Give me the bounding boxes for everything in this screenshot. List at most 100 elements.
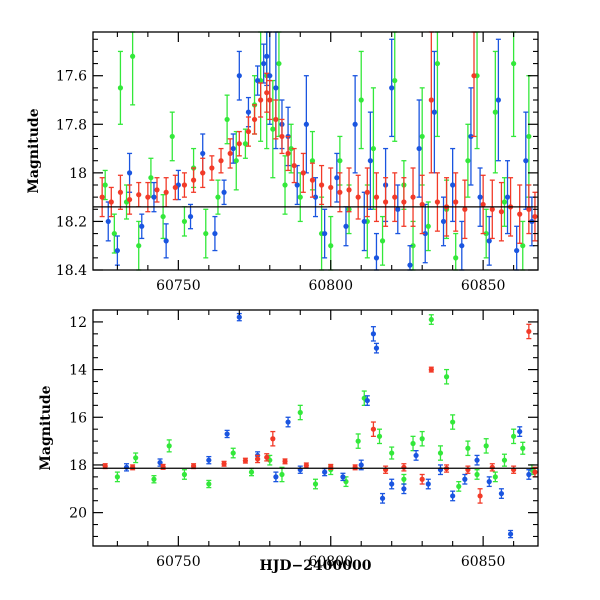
panel0-red-point-44 bbox=[471, 31, 477, 138]
panel1-blue-point-13 bbox=[370, 326, 377, 342]
panel1-red-point-9 bbox=[282, 458, 288, 465]
panel1-blue-point-0 bbox=[123, 463, 130, 472]
panel0-green-point-15 bbox=[242, 128, 248, 159]
panel1-red-point-6 bbox=[254, 454, 261, 464]
panel0-blue-point-27 bbox=[352, 75, 358, 174]
panel0-red-point-1 bbox=[108, 186, 114, 218]
panel1-red-point-4 bbox=[221, 460, 227, 467]
panel0-red-point-50 bbox=[526, 184, 532, 235]
panel0-red-point-43 bbox=[462, 179, 468, 240]
panel0-blue-point-10 bbox=[221, 179, 227, 206]
panel1-red-point-20 bbox=[477, 488, 483, 504]
panel1-green-point-26 bbox=[465, 440, 471, 457]
panel1-red-point-15 bbox=[401, 463, 407, 472]
panel1-green-point-22 bbox=[437, 445, 444, 461]
panel1-blue-point-7 bbox=[285, 416, 291, 428]
panel1-red-point-8 bbox=[270, 430, 276, 447]
top-panel-data bbox=[99, 31, 538, 271]
panel1-green-point-21 bbox=[428, 314, 434, 325]
panel0-red-point-13 bbox=[218, 147, 224, 174]
panel0-green-point-36 bbox=[419, 87, 425, 186]
panel0-red-point-10 bbox=[190, 167, 197, 193]
panel0-blue-point-35 bbox=[416, 99, 422, 198]
panel0-red-point-34 bbox=[383, 177, 389, 227]
panel0-blue-point-3 bbox=[139, 213, 145, 240]
panel0-blue-point-33 bbox=[395, 184, 401, 235]
panel0-green-point-4 bbox=[130, 31, 136, 106]
panel1-red-point-12 bbox=[352, 464, 358, 471]
top-panel-frame bbox=[92, 31, 539, 271]
panel1-green-point-25 bbox=[456, 480, 462, 492]
panel0-green-point-21 bbox=[282, 155, 288, 215]
panel1-red-point-10 bbox=[303, 462, 309, 469]
bottom-panel-y-axis-label: Magnitude bbox=[38, 385, 54, 470]
panel0-green-point-1 bbox=[111, 213, 117, 254]
panel1-blue-point-28 bbox=[526, 469, 532, 480]
panel1-red-point-5 bbox=[242, 457, 248, 464]
panel1-green-point-28 bbox=[483, 438, 489, 454]
panel0-red-point-25 bbox=[300, 152, 306, 193]
panel0-blue-point-25 bbox=[334, 152, 340, 203]
panel1-green-point-0 bbox=[114, 471, 120, 483]
panel0-red-point-26 bbox=[309, 162, 316, 198]
panel1-green-point-15 bbox=[361, 390, 367, 407]
panel0-green-point-46 bbox=[511, 31, 517, 138]
panel0-green-point-41 bbox=[465, 123, 471, 198]
panel0-green-point-29 bbox=[358, 50, 364, 150]
panel0-green-point-11 bbox=[203, 208, 209, 259]
panel0-red-point-32 bbox=[364, 167, 370, 218]
panel1-green-point-3 bbox=[166, 439, 172, 453]
bottom-panel: 60750 60800 60850 12 14 16 18 20 Magnitude HJD−… bbox=[38, 309, 539, 574]
panel0-blue-point-40 bbox=[459, 220, 465, 271]
panel1-blue-point-24 bbox=[486, 476, 492, 488]
panel0-blue-point-22 bbox=[303, 75, 309, 174]
top-panel: 60750 60800 60850 17.6 17.8 18 18.2 18.4 Magnit… bbox=[26, 31, 539, 294]
panel1-blue-point-18 bbox=[413, 449, 419, 461]
panel1-blue-point-22 bbox=[462, 473, 468, 485]
panel1-green-point-10 bbox=[297, 404, 303, 421]
panel0-red-point-45 bbox=[480, 174, 486, 235]
panel0-green-point-38 bbox=[434, 31, 441, 138]
panel0-green-point-31 bbox=[370, 87, 377, 210]
panel0-blue-point-26 bbox=[343, 206, 349, 247]
bottom-panel-ticks bbox=[93, 309, 538, 546]
panel0-blue-point-7 bbox=[187, 203, 194, 230]
panel0-red-point-38 bbox=[419, 174, 425, 235]
panel0-red-point-49 bbox=[517, 184, 523, 244]
panel0-blue-point-47 bbox=[523, 111, 529, 210]
y-tick-label: 17.8 bbox=[56, 117, 87, 133]
panel0-green-point-22 bbox=[288, 123, 294, 174]
panel0-blue-point-38 bbox=[440, 196, 447, 247]
panel1-green-point-4 bbox=[181, 469, 188, 480]
panel0-blue-point-34 bbox=[407, 245, 413, 271]
panel1-green-point-32 bbox=[520, 441, 526, 455]
panel0-green-point-37 bbox=[425, 201, 431, 252]
panel0-red-point-46 bbox=[489, 179, 495, 240]
panel0-green-point-40 bbox=[453, 232, 459, 271]
panel0-blue-point-11 bbox=[230, 133, 236, 164]
panel1-red-point-21 bbox=[489, 463, 495, 472]
panel0-red-point-19 bbox=[264, 72, 270, 113]
x-tick-label: 60750 bbox=[156, 278, 201, 294]
panel0-red-point-20 bbox=[267, 79, 273, 121]
y-tick-label: 18.4 bbox=[56, 263, 87, 279]
panel0-red-point-2 bbox=[117, 174, 124, 210]
panel0-green-point-13 bbox=[224, 94, 230, 145]
panel1-green-point-27 bbox=[474, 469, 480, 480]
panel0-blue-point-36 bbox=[422, 203, 428, 264]
panel1-blue-point-21 bbox=[450, 490, 456, 502]
panel0-red-point-11 bbox=[200, 157, 206, 189]
panel0-blue-point-23 bbox=[312, 177, 319, 218]
panel0-green-point-44 bbox=[492, 50, 498, 174]
panel0-green-point-42 bbox=[474, 31, 480, 150]
panel0-blue-point-44 bbox=[495, 38, 501, 162]
panel0-red-point-39 bbox=[428, 31, 434, 174]
panel0-blue-point-28 bbox=[361, 191, 367, 252]
panel1-blue-point-9 bbox=[322, 467, 328, 477]
panel1-red-point-14 bbox=[383, 465, 389, 474]
panel0-red-point-8 bbox=[172, 174, 178, 201]
panel0-blue-point-29 bbox=[367, 111, 373, 210]
panel0-red-point-24 bbox=[291, 147, 297, 184]
panel0-red-point-51 bbox=[532, 191, 538, 242]
panel0-blue-point-37 bbox=[431, 50, 437, 174]
